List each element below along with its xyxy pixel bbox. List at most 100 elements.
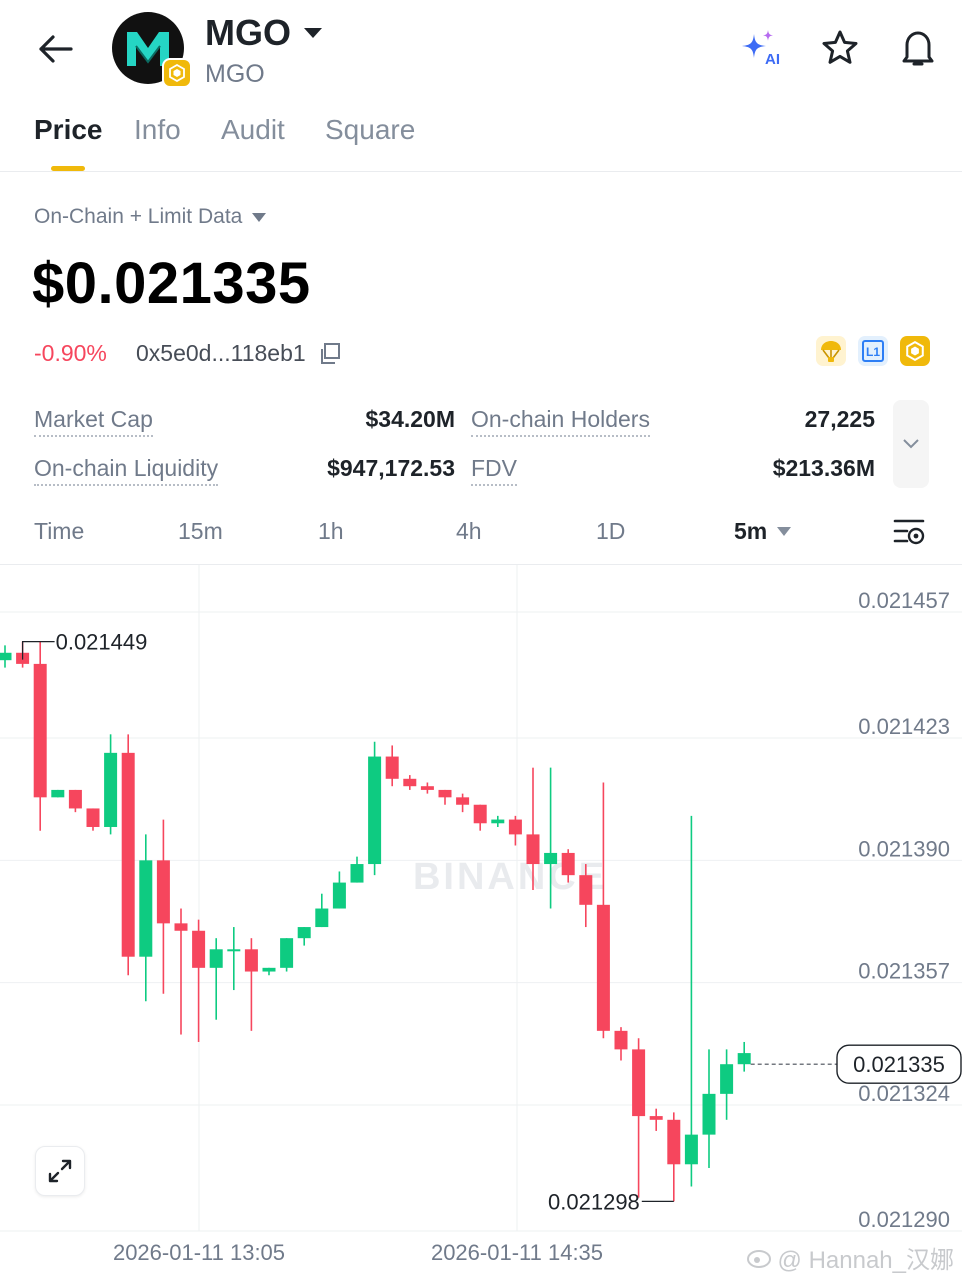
candle-body (68, 789, 82, 809)
contract-address[interactable]: 0x5e0d...118eb1 (136, 340, 342, 367)
price-chart[interactable]: 0.021457 0.021423 0.021390 0.021357 0.021324… (0, 564, 962, 1280)
svg-text:AI: AI (765, 51, 780, 68)
current-price: $0.021335 (32, 251, 311, 316)
candle-body (315, 908, 329, 928)
high-marker-line (22, 641, 55, 660)
credit-text: @ Hannah_汉娜 (777, 1247, 954, 1274)
market-cap-label[interactable]: Market Cap (34, 406, 153, 437)
candle-body (667, 1119, 681, 1165)
candle-body (491, 819, 505, 824)
token-selector[interactable]: MGO (205, 12, 323, 54)
token-subtitle: MGO (205, 60, 265, 88)
expand-arrows-icon[interactable] (35, 1146, 85, 1196)
star-icon[interactable] (818, 26, 862, 70)
candle-body (209, 949, 223, 968)
contract-address-text: 0x5e0d...118eb1 (136, 340, 306, 366)
chevron-down-icon[interactable] (893, 400, 929, 488)
liquidity-label[interactable]: On-chain Liquidity (34, 455, 219, 486)
chart-settings-icon[interactable] (892, 514, 928, 550)
bell-icon[interactable] (896, 26, 940, 70)
bnb-chain-badge-icon (162, 58, 192, 88)
candle-body (156, 860, 170, 924)
y-axis-tick-label: 0.021423 (858, 714, 950, 739)
x-axis-tick-label: 2026-01-11 14:35 (431, 1240, 603, 1265)
candle-body (0, 652, 12, 661)
candle-body (280, 938, 294, 968)
candle-body (720, 1064, 734, 1094)
tab-square[interactable]: Square (325, 114, 416, 145)
bnb-icon[interactable] (900, 336, 930, 366)
token-stats: Market Cap $34.20M On-chain Holders 27,2… (0, 398, 962, 498)
candle-body (174, 923, 188, 931)
interval-bar: Time 15m 1h 4h 1D 5m (0, 508, 962, 558)
candle-body (104, 752, 118, 827)
active-tab-indicator (51, 166, 85, 171)
interval-time[interactable]: Time (34, 518, 85, 544)
interval-4h[interactable]: 4h (456, 518, 482, 544)
candle-body (121, 752, 135, 957)
interval-1d[interactable]: 1D (596, 518, 626, 544)
fdv-value: $213.36M (772, 455, 875, 481)
candle-body (368, 756, 382, 865)
candle-body (33, 663, 47, 798)
tab-bar: Price Info Audit Square (0, 100, 962, 172)
y-axis-tick-label: 0.021324 (858, 1081, 950, 1106)
candle-body (473, 804, 487, 824)
candle-body (737, 1053, 751, 1065)
interval-selected-label: 5m (734, 518, 768, 544)
interval-15m[interactable]: 15m (178, 518, 223, 544)
candle-body (579, 875, 593, 905)
candle-body (139, 860, 153, 957)
candle-body (86, 808, 100, 827)
current-price-label: 0.021335 (853, 1052, 945, 1077)
high-price-label: 0.021449 (56, 630, 148, 655)
weibo-logo-icon (746, 1249, 771, 1268)
tab-price[interactable]: Price (34, 114, 103, 145)
candle-body (420, 786, 434, 790)
parachute-icon[interactable] (816, 336, 846, 366)
caret-down-icon (304, 28, 322, 38)
y-axis-tick-label: 0.021290 (858, 1207, 950, 1232)
candle-body (385, 756, 399, 779)
token-badges: L1 (816, 336, 930, 366)
candle-body (684, 1134, 698, 1165)
copy-icon[interactable] (318, 342, 342, 366)
market-cap-value: $34.20M (365, 406, 455, 432)
tab-info[interactable]: Info (134, 114, 181, 145)
candle-body (456, 797, 470, 805)
candle-body (649, 1116, 663, 1120)
fdv-label[interactable]: FDV (471, 455, 517, 486)
l1-icon[interactable]: L1 (858, 336, 888, 366)
current-price-pill (836, 1044, 962, 1084)
binance-watermark: BINANCE (413, 856, 607, 898)
holders-label[interactable]: On-chain Holders (471, 406, 650, 437)
y-axis-tick-label: 0.021357 (858, 959, 950, 984)
candle-body (350, 864, 364, 883)
y-axis-tick-label: 0.021390 (858, 836, 950, 861)
candlestick-chart[interactable]: 0.021457 0.021423 0.021390 0.021357 0.021324… (0, 565, 962, 1280)
candle-body (544, 852, 558, 865)
candle-body (632, 1049, 646, 1117)
candle-body (403, 778, 417, 787)
caret-down-icon (777, 527, 792, 536)
candle-body (51, 789, 65, 798)
sparkle-ai-icon[interactable]: AI (740, 26, 784, 70)
top-bar: MGO MGO AI (0, 0, 962, 100)
candle-body (244, 949, 258, 972)
caret-down-icon (252, 212, 267, 222)
candle-body (227, 949, 241, 952)
tab-audit[interactable]: Audit (221, 114, 285, 145)
y-axis-tick-label: 0.021457 (858, 588, 950, 613)
low-price-label: 0.021298 (548, 1189, 640, 1214)
x-axis-tick-label: 2026-01-11 13:05 (113, 1240, 285, 1265)
arrow-left-icon[interactable] (34, 28, 76, 70)
data-source-dropdown[interactable]: On-Chain + Limit Data (34, 205, 267, 229)
interval-1h[interactable]: 1h (318, 518, 344, 544)
interval-selected-dropdown[interactable]: 5m (734, 518, 792, 545)
credit-watermark: @ Hannah_汉娜 (746, 1240, 954, 1275)
header-actions: AI (740, 26, 940, 70)
candle-body (438, 789, 452, 798)
liquidity-value: $947,172.53 (327, 455, 455, 481)
candle-body (596, 904, 610, 1031)
token-symbol: MGO (205, 12, 291, 53)
